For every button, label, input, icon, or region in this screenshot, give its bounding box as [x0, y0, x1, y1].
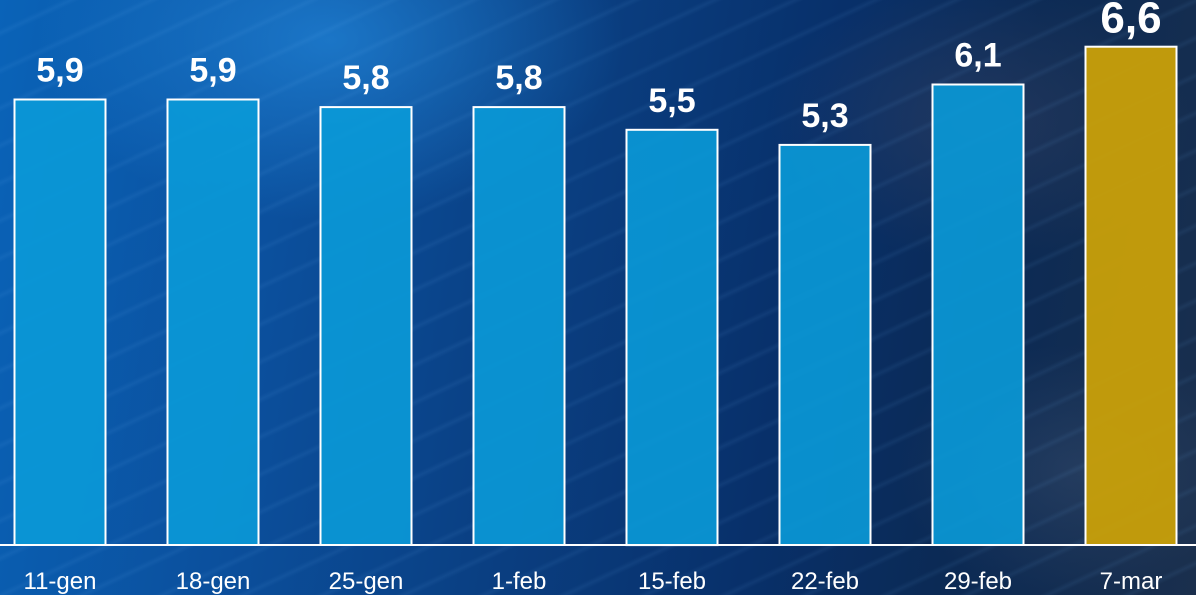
value-label-15-feb: 5,5 [648, 82, 695, 120]
x-tick-label-15-feb: 15-feb [638, 568, 706, 595]
bar-1-feb [472, 106, 566, 546]
x-tick-label-7-mar: 7-mar [1100, 568, 1163, 595]
value-label-29-feb: 6,1 [954, 37, 1001, 75]
value-label-25-gen: 5,8 [342, 59, 389, 97]
x-tick-labels-layer: 11-gen 18-gen 25-gen 1-feb 15-feb 22-feb 29-fe… [24, 568, 1163, 595]
x-tick-label-25-gen: 25-gen [329, 568, 404, 595]
bar-18-gen [166, 98, 260, 546]
x-tick-label-18-gen: 18-gen [176, 568, 251, 595]
value-labels-layer: 5,9 5,9 5,8 5,8 5,5 5,3 6,1 6,6 [36, 0, 1161, 135]
value-label-22-feb: 5,3 [801, 97, 848, 135]
value-label-11-gen: 5,9 [36, 52, 83, 90]
bar-15-feb [625, 128, 719, 547]
x-tick-label-29-feb: 29-feb [944, 568, 1012, 595]
bars-layer [13, 45, 1178, 547]
x-tick-label-11-gen: 11-gen [24, 568, 97, 595]
x-tick-label-22-feb: 22-feb [791, 568, 859, 595]
bar-11-gen [13, 98, 107, 546]
bar-29-feb [931, 83, 1025, 546]
value-label-18-gen: 5,9 [189, 52, 236, 90]
x-tick-label-1-feb: 1-feb [492, 568, 547, 595]
value-label-1-feb: 5,8 [495, 59, 542, 97]
bar-7-mar [1084, 45, 1178, 546]
value-label-7-mar: 6,6 [1100, 0, 1161, 43]
bar-22-feb [778, 143, 872, 546]
bar-25-gen [319, 106, 413, 546]
